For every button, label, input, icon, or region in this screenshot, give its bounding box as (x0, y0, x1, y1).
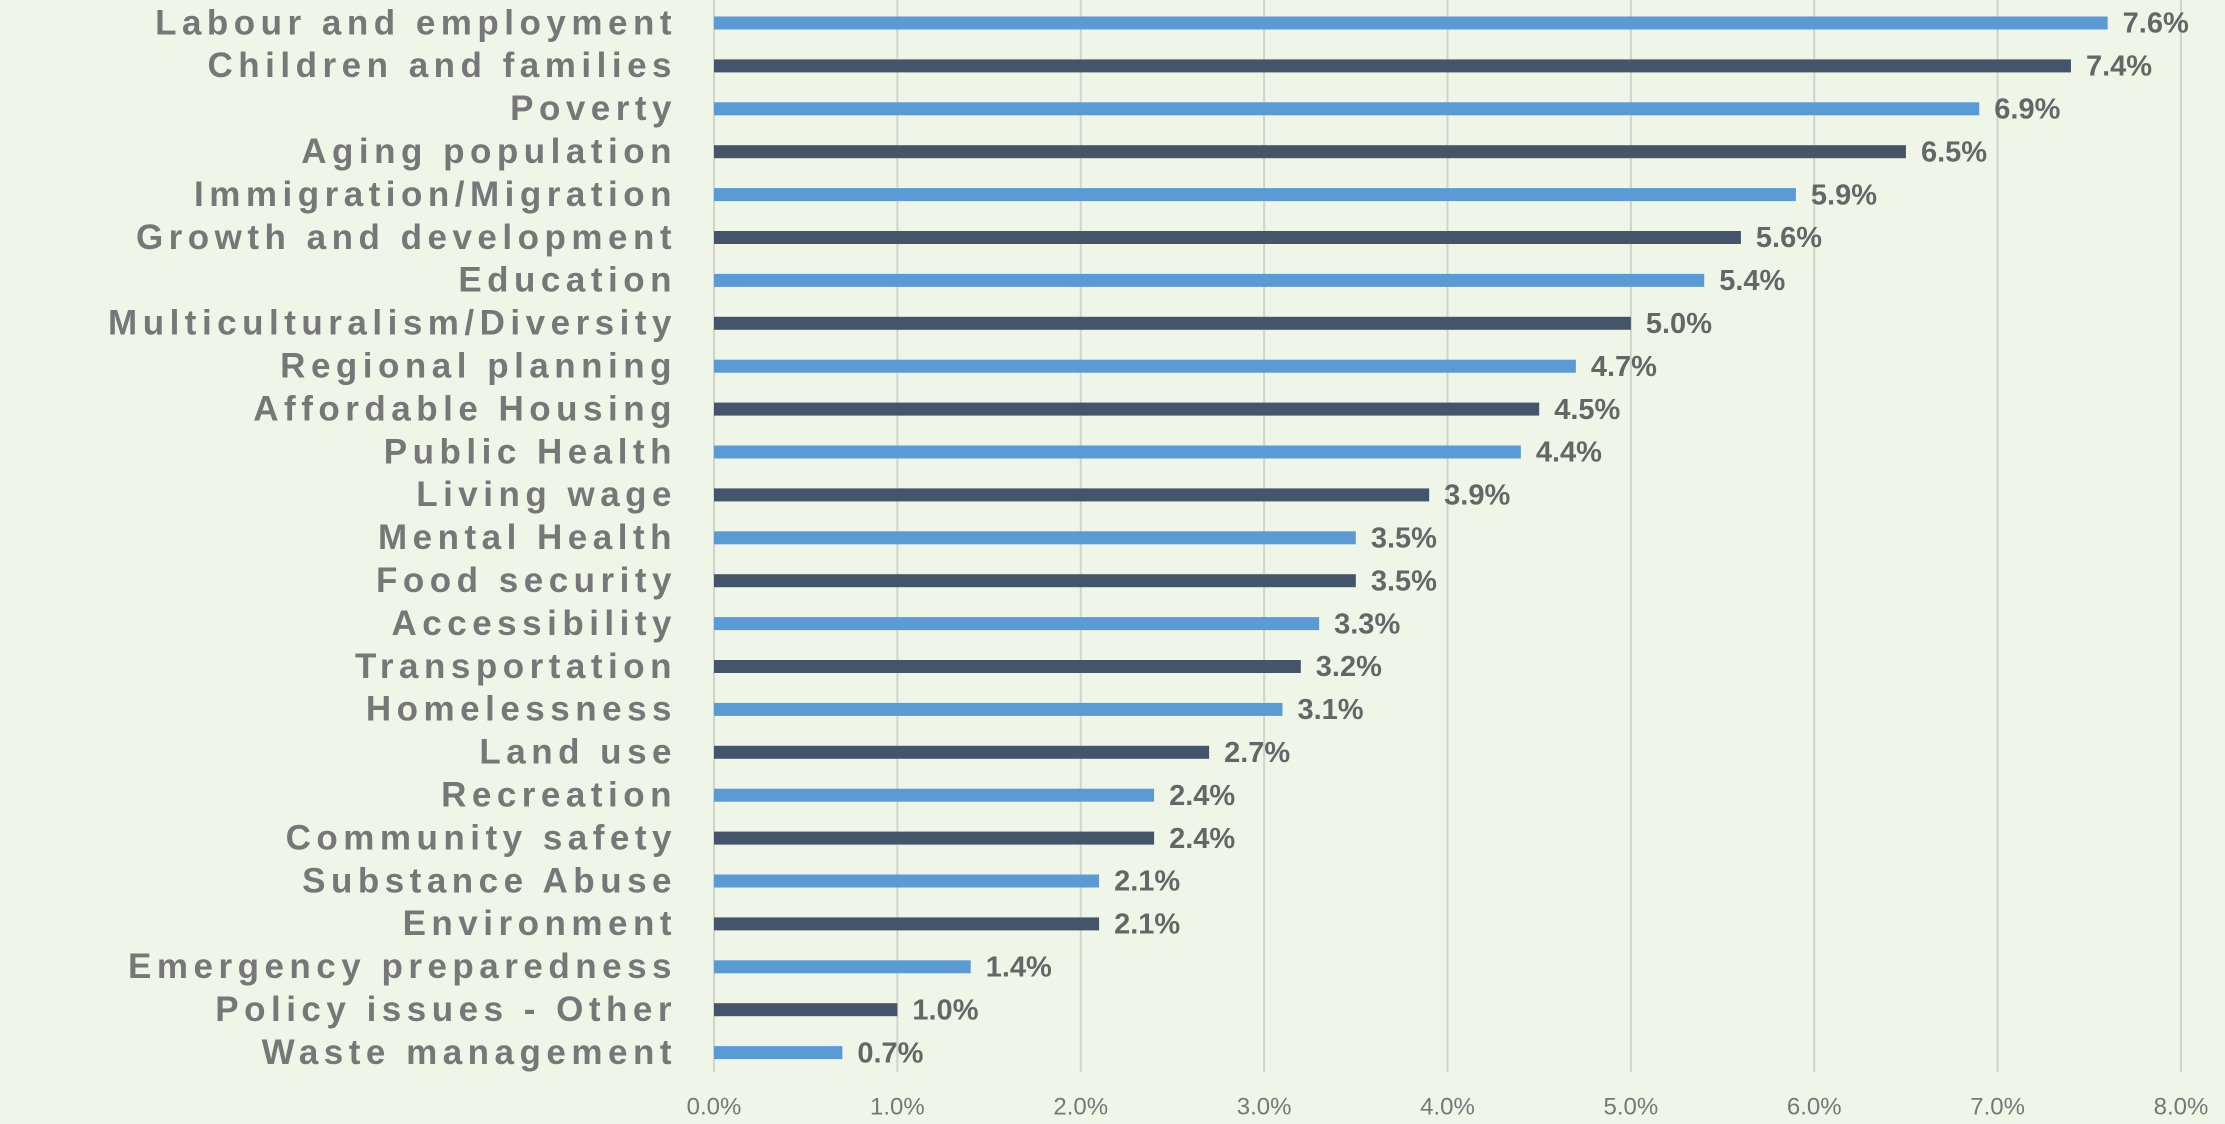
category-label: Environment (403, 904, 677, 943)
bar (714, 231, 1741, 244)
bar (714, 16, 2108, 30)
value-label: 3.2% (1316, 651, 1382, 683)
value-label: 5.4% (1719, 265, 1785, 297)
value-label: 5.0% (1646, 308, 1712, 340)
value-label: 2.1% (1114, 909, 1180, 941)
value-label: 5.6% (1756, 222, 1822, 254)
value-label: 3.3% (1334, 608, 1400, 640)
bar (714, 574, 1356, 588)
x-tick-label: 8.0% (2154, 1093, 2209, 1120)
category-label: Waste management (262, 1033, 677, 1072)
category-label: Community safety (286, 818, 677, 857)
bar (714, 745, 1210, 759)
category-label: Children and families (208, 46, 677, 85)
category-label: Land use (479, 733, 677, 772)
bar (714, 445, 1521, 459)
x-tick-label: 4.0% (1420, 1093, 1475, 1120)
x-tick-label: 5.0% (1604, 1093, 1659, 1120)
value-label: 0.7% (857, 1037, 923, 1069)
x-tick-label: 6.0% (1787, 1093, 1842, 1120)
value-label: 4.5% (1554, 394, 1620, 426)
category-label: Policy issues - Other (215, 990, 677, 1029)
category-label: Affordable Housing (253, 389, 677, 428)
bar (714, 1003, 898, 1017)
bar (714, 660, 1301, 673)
bar (714, 960, 971, 974)
bar (714, 273, 1705, 287)
bar (714, 488, 1430, 502)
bar (714, 702, 1283, 716)
value-label: 5.9% (1811, 179, 1877, 211)
category-label: Multiculturalism/Diversity (108, 304, 677, 343)
category-label: Mental Health (378, 518, 677, 557)
value-label: 1.4% (986, 951, 1052, 983)
value-label: 7.4% (2086, 51, 2152, 83)
value-label: 2.1% (1114, 866, 1180, 898)
bar (714, 874, 1100, 888)
bar (714, 531, 1356, 545)
category-label: Education (458, 261, 677, 300)
value-label: 1.0% (912, 994, 978, 1026)
bar (714, 831, 1155, 845)
bar (714, 402, 1540, 416)
bar (714, 188, 1796, 202)
bar (714, 145, 1906, 159)
category-label: Immigration/Migration (194, 175, 677, 214)
bar (714, 59, 2071, 73)
value-label: 2.7% (1224, 737, 1290, 769)
x-tick-label: 7.0% (1970, 1093, 2025, 1120)
category-label: Poverty (510, 89, 677, 128)
value-label: 2.4% (1169, 780, 1235, 812)
value-label: 3.5% (1371, 565, 1437, 597)
x-tick-label: 1.0% (870, 1093, 925, 1120)
x-tick-label: 0.0% (687, 1093, 742, 1120)
bar (714, 316, 1631, 330)
value-label: 6.5% (1921, 136, 1987, 168)
category-label: Accessibility (392, 604, 678, 643)
category-label: Transportation (355, 647, 677, 686)
value-label: 4.7% (1591, 351, 1657, 383)
category-label: Emergency preparedness (128, 947, 677, 986)
value-label: 2.4% (1169, 823, 1235, 855)
value-label: 3.9% (1444, 480, 1510, 512)
bar (714, 917, 1100, 931)
category-label: Homelessness (366, 690, 677, 729)
bar (714, 102, 1980, 116)
bar (714, 788, 1155, 802)
value-label: 4.4% (1536, 437, 1602, 469)
category-label: Growth and development (136, 218, 677, 257)
x-tick-label: 2.0% (1053, 1093, 1108, 1120)
value-label: 3.5% (1371, 522, 1437, 554)
category-label: Labour and employment (155, 3, 677, 42)
value-label: 3.1% (1297, 694, 1363, 726)
category-label: Aging population (301, 132, 677, 171)
bar (714, 1046, 843, 1060)
category-label: Food security (376, 561, 677, 600)
category-label: Recreation (441, 775, 677, 814)
x-tick-label: 3.0% (1237, 1093, 1292, 1120)
category-label: Substance Abuse (302, 861, 677, 900)
value-label: 6.9% (1994, 93, 2060, 125)
bar (714, 617, 1320, 631)
category-label: Regional planning (280, 346, 677, 385)
category-label: Living wage (416, 475, 677, 514)
value-label: 7.6% (2123, 8, 2189, 40)
category-label: Public Health (384, 432, 677, 471)
bar (714, 359, 1576, 373)
